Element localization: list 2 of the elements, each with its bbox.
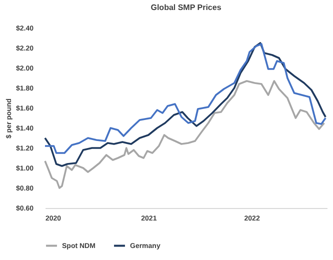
line-series	[44, 80, 326, 189]
chart-title: Global SMP Prices	[150, 3, 222, 12]
